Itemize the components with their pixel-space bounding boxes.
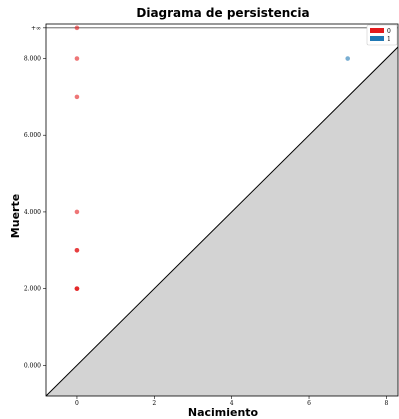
legend-label: 1	[387, 36, 391, 43]
infinity-tick-label: +∞	[31, 25, 41, 32]
data-point-series-0	[74, 247, 80, 253]
plot-frame	[45, 23, 399, 397]
chart-title: Diagrama de persistencia	[136, 6, 309, 20]
x-tick-label: 4	[230, 400, 234, 407]
data-point-series-1	[345, 56, 351, 61]
data-point-series-0	[74, 286, 80, 291]
data-point-series-0	[74, 94, 80, 100]
legend-swatch	[370, 36, 384, 41]
x-tick-label: 6	[307, 400, 311, 407]
legend: 01	[366, 24, 398, 46]
y-axis-label: Muerte	[9, 194, 22, 238]
y-tick-label: 2.000	[24, 286, 41, 293]
data-point-series-0	[74, 25, 80, 31]
x-tick-label: 2	[152, 400, 156, 407]
y-tick-label: 8.000	[24, 56, 41, 63]
data-point-series-0	[74, 56, 80, 61]
x-axis-label: Nacimiento	[188, 406, 259, 419]
legend-label: 0	[387, 28, 391, 35]
data-point-series-0	[74, 209, 80, 215]
y-tick-label: 6.000	[24, 132, 41, 139]
diagonal-line	[46, 46, 398, 396]
legend-swatch	[370, 28, 384, 33]
y-tick-label: 4.000	[24, 209, 41, 216]
plot-area	[46, 25, 398, 396]
x-tick-label: 8	[384, 400, 388, 407]
y-tick-label: 0.000	[24, 362, 41, 369]
x-tick-label: 0	[75, 400, 79, 407]
